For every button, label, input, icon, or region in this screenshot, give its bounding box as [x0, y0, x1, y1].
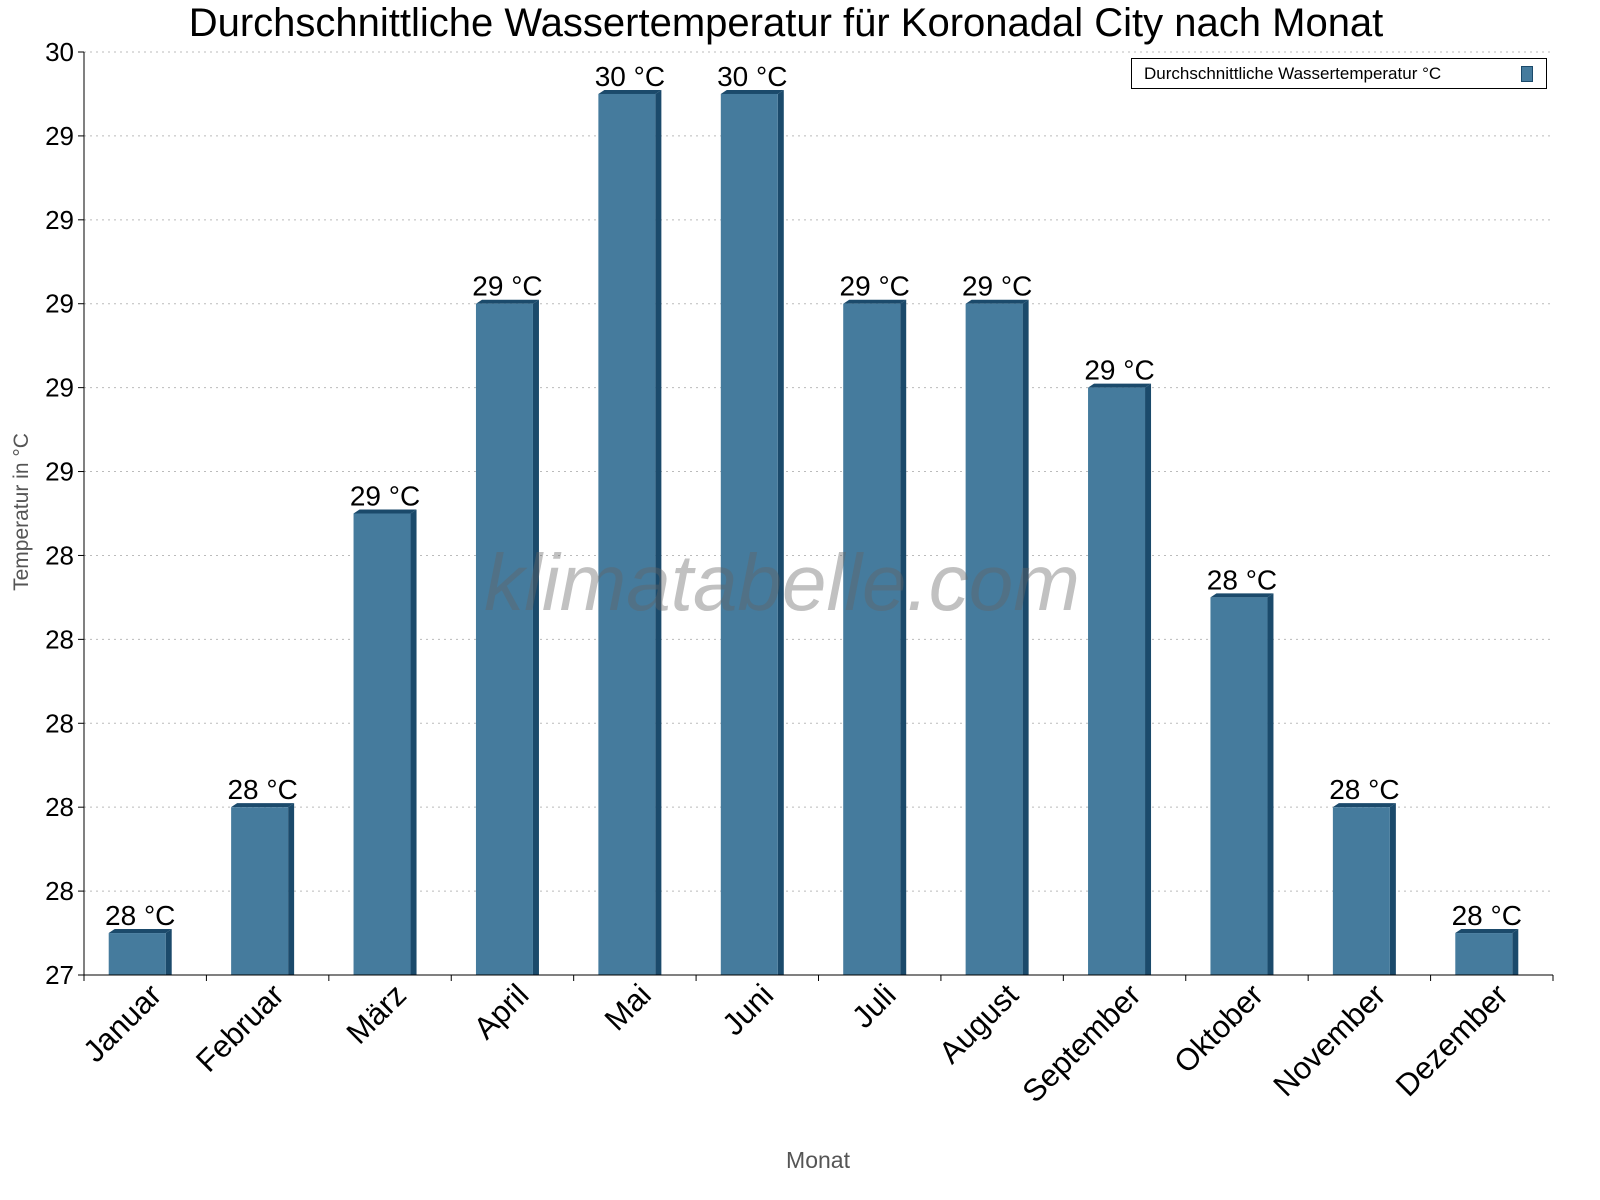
bar-side — [1389, 803, 1396, 975]
x-tick-label: Mai — [598, 977, 658, 1037]
bar-side — [165, 929, 172, 975]
bar-side — [288, 803, 295, 975]
x-axis-label: Monat — [786, 1147, 851, 1173]
bar — [843, 303, 901, 975]
y-tick-label: 29 — [45, 373, 74, 403]
bar-side — [532, 299, 539, 975]
data-label: 30 °C — [595, 61, 665, 92]
bar-top — [1455, 929, 1519, 934]
bar-top — [843, 299, 907, 304]
bar-top — [475, 299, 539, 304]
bar — [475, 303, 533, 975]
bar-top — [108, 929, 172, 934]
y-axis-label: Temperatur in °C — [10, 433, 33, 591]
bar-side — [1022, 299, 1029, 975]
bar — [1332, 807, 1390, 975]
bar-side — [1512, 929, 1519, 975]
data-label: 29 °C — [840, 271, 910, 302]
data-label: 28 °C — [105, 900, 175, 931]
y-tick-label: 28 — [45, 708, 74, 738]
bar-side — [777, 89, 784, 976]
bar-top — [1210, 593, 1274, 598]
x-tick-label: April — [467, 977, 536, 1046]
bar-side — [1145, 383, 1152, 975]
bar-side — [1267, 593, 1274, 975]
y-tick-label: 28 — [45, 876, 74, 906]
x-tick-label: November — [1266, 977, 1392, 1103]
x-tick-label: Januar — [76, 977, 168, 1069]
data-label: 29 °C — [962, 271, 1032, 302]
bar — [108, 933, 166, 975]
data-label: 29 °C — [350, 481, 420, 512]
y-tick-label: 28 — [45, 540, 74, 570]
bar-side — [900, 299, 907, 975]
data-label: 30 °C — [717, 61, 787, 92]
bar — [1455, 933, 1513, 975]
bar-top — [1332, 803, 1396, 808]
bar — [720, 93, 778, 976]
watermark: klimatabelle.com — [484, 538, 1080, 627]
x-tick-label: Oktober — [1167, 977, 1270, 1080]
x-tick-label: Juli — [845, 977, 903, 1035]
bar-side — [410, 509, 417, 975]
bar — [965, 303, 1023, 975]
chart-title: Durchschnittliche Wassertemperatur für K… — [189, 1, 1384, 45]
data-label: 29 °C — [1084, 355, 1154, 386]
legend-swatch — [1521, 66, 1533, 82]
data-label: 28 °C — [227, 774, 297, 805]
x-tick-label: August — [932, 977, 1025, 1070]
x-tick-label: September — [1016, 977, 1148, 1109]
x-tick-label: Dezember — [1389, 977, 1515, 1103]
y-tick-label: 29 — [45, 205, 74, 235]
y-tick-label: 27 — [45, 960, 74, 990]
y-tick-label: 29 — [45, 457, 74, 487]
y-tick-label: 28 — [45, 624, 74, 654]
legend: Durchschnittliche Wassertemperatur °C — [1131, 58, 1547, 89]
y-tick-label: 28 — [45, 792, 74, 822]
y-tick-label: 30 — [45, 37, 74, 67]
x-tick-label: März — [340, 977, 413, 1050]
bar-side — [655, 89, 662, 976]
bar — [1088, 387, 1146, 975]
bar-top — [1088, 383, 1152, 388]
bar-top — [720, 89, 784, 94]
legend-label: Durchschnittliche Wassertemperatur °C — [1144, 64, 1442, 83]
data-label: 28 °C — [1329, 774, 1399, 805]
x-tick-label: Februar — [189, 977, 291, 1079]
bar-top — [353, 509, 417, 514]
y-tick-label: 29 — [45, 121, 74, 151]
data-label: 28 °C — [1452, 900, 1522, 931]
bar-top — [965, 299, 1029, 304]
bar — [598, 93, 656, 976]
x-tick-label: Juni — [715, 977, 780, 1042]
bar — [231, 807, 289, 975]
bar — [353, 513, 411, 975]
data-label: 28 °C — [1207, 564, 1277, 595]
bar — [1210, 597, 1268, 975]
bar-top — [598, 89, 662, 94]
y-tick-label: 29 — [45, 289, 74, 319]
data-label: 29 °C — [472, 271, 542, 302]
bar-top — [231, 803, 295, 808]
